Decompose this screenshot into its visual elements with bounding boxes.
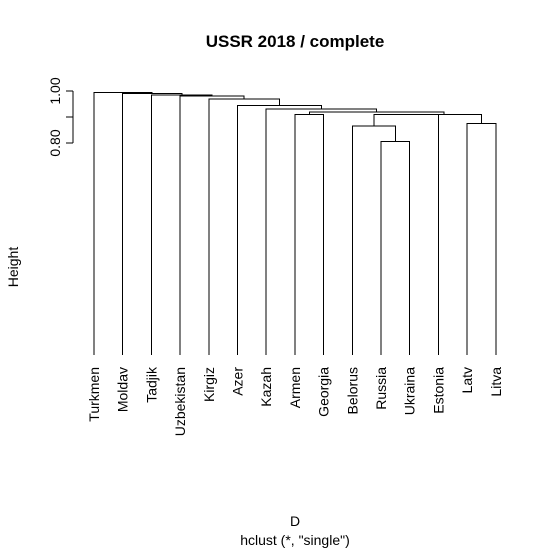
merge-link (208, 98, 280, 355)
leaf-label: Russia (373, 367, 389, 410)
merge-link (237, 104, 322, 355)
leaf-label: Turkmen (86, 367, 102, 422)
merge-link (373, 113, 439, 355)
merge-link (93, 91, 153, 355)
leaf-label: Estonia (430, 367, 446, 414)
merge-link (294, 113, 325, 355)
y-tick-label: 0.80 (47, 129, 63, 156)
merge-link (466, 123, 497, 355)
x-axis-label: D (290, 513, 300, 529)
leaf-label: Uzbekistan (172, 367, 188, 436)
merge-link (380, 141, 411, 355)
leaf-label: Belorus (344, 367, 360, 414)
leaf-label: Ukraina (402, 367, 418, 415)
leaf-label: Azer (230, 367, 246, 396)
y-axis: 0.80 1.00 (47, 77, 74, 157)
merge-link (122, 93, 183, 355)
merge-link (265, 108, 378, 355)
merge-link (179, 95, 245, 355)
leaf-label: Kirgiz (201, 367, 217, 402)
leaf-label: Georgia (316, 367, 332, 417)
leaf-label: Armen (287, 367, 303, 408)
leaf-label: Kazah (258, 367, 274, 407)
dendrogram-tree (93, 91, 497, 355)
leaf-label: Tadjik (143, 366, 159, 403)
method-sublabel: hclust (*, "single") (240, 532, 350, 548)
leaf-label: Latv (459, 367, 475, 393)
merge-link (406, 113, 482, 124)
y-tick-label: 1.00 (47, 77, 63, 104)
merge-link (150, 94, 213, 355)
leaf-label: Moldav (115, 367, 131, 412)
merge-link (351, 125, 396, 355)
chart-title: USSR 2018 / complete (206, 32, 385, 51)
leaf-label: Litva (488, 367, 504, 397)
y-axis-label: Height (5, 247, 21, 288)
leaf-labels: Turkmen Moldav Tadjik Uzbekistan Kirgiz Azer K… (86, 366, 504, 436)
